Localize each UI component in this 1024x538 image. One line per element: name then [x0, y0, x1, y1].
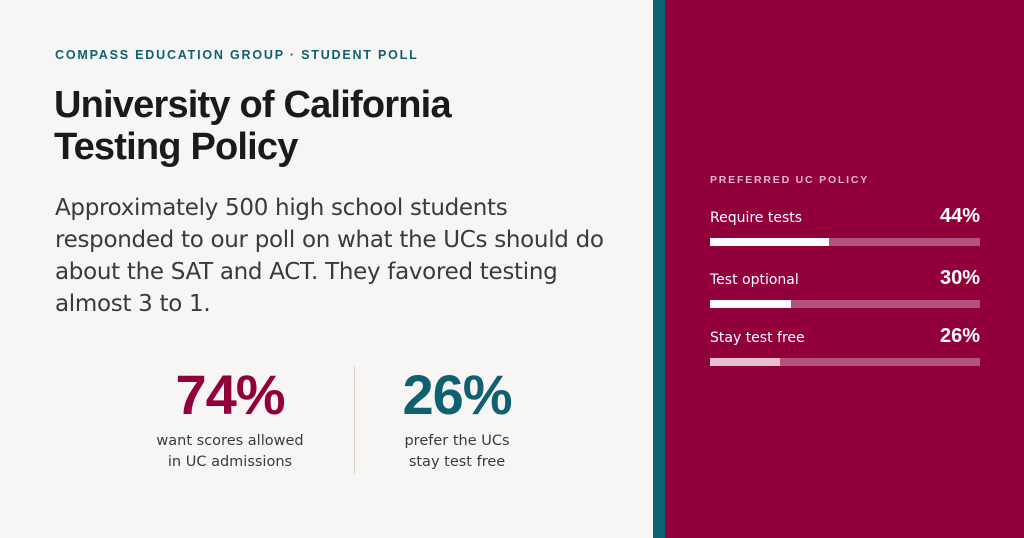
stat-value: 74%: [175, 363, 285, 426]
stat-test-free: 26% prefer the UCs stay test free: [357, 365, 557, 473]
right-results-panel: [665, 0, 1024, 538]
stat-caption-line-1: want scores allowed: [156, 433, 304, 449]
stat-caption-line-2: stay test free: [408, 454, 506, 470]
bar-row-stay-test-free: Stay test free 26%: [710, 325, 980, 366]
title-line-1: University of California: [54, 84, 452, 126]
bar-track: [710, 238, 980, 246]
bar-fill: [710, 300, 791, 308]
stat-divider: [354, 366, 355, 474]
stat-caption: want scores allowed in UC admissions: [130, 431, 330, 473]
page-title: University of California Testing Policy: [54, 84, 614, 168]
stat-caption: prefer the UCs stay test free: [357, 431, 557, 473]
stat-allow-scores: 74% want scores allowed in UC admissions: [130, 365, 330, 473]
bar-row-require-tests: Require tests 44%: [710, 205, 980, 246]
bar-percent: 44%: [939, 205, 980, 227]
stat-value: 26%: [402, 363, 512, 426]
stat-caption-line-1: prefer the UCs: [404, 433, 510, 449]
title-line-2: Testing Policy: [54, 126, 298, 168]
left-content-panel: [0, 0, 653, 538]
intro-paragraph: Approximately 500 high school students r…: [55, 195, 604, 317]
bar-track: [710, 300, 980, 308]
teal-divider-stripe: [653, 0, 665, 538]
bar-track: [710, 358, 980, 366]
panel-label: PREFERRED UC POLICY: [710, 174, 870, 186]
bar-fill: [710, 358, 781, 366]
bar-label: Test optional: [710, 272, 799, 288]
bar-percent: 26%: [939, 325, 980, 347]
bar-row-test-optional: Test optional 30%: [710, 267, 980, 308]
bar-label: Require tests: [710, 210, 803, 226]
eyebrow-label: COMPASS EDUCATION GROUP · STUDENT POLL: [55, 48, 419, 62]
stat-caption-line-2: in UC admissions: [167, 454, 293, 470]
bar-percent: 30%: [939, 267, 980, 289]
bar-label: Stay test free: [710, 330, 805, 346]
bar-fill: [710, 238, 829, 246]
